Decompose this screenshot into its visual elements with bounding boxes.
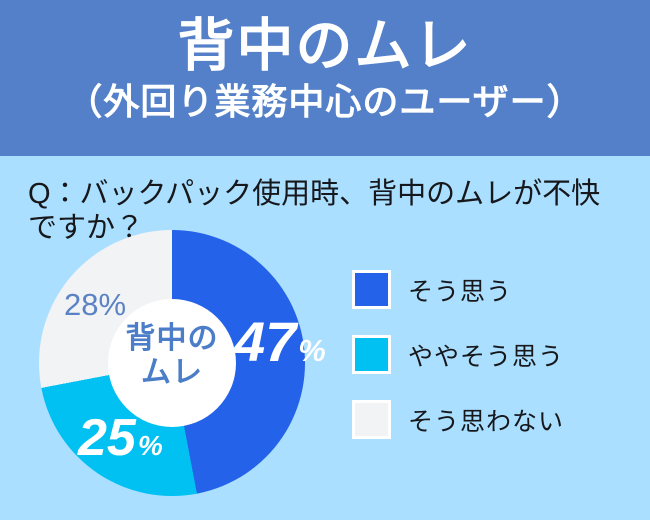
pie-chart-hole [108,299,236,427]
slice-unit: % [298,333,326,368]
slice-value-yaya-sou-omou: 25 % [78,412,163,464]
slice-value: 25 [78,409,136,467]
page-subtitle: （外回り業務中心のユーザー） [66,81,584,122]
legend-label: ややそう思う [408,342,565,371]
slice-value-sou-omou: 47 % [234,314,326,370]
pie-center-label-line1: 背中の [125,322,219,355]
legend-item-sou-omowanai: そう思わない [352,400,564,439]
header: 背中のムレ （外回り業務中心のユーザー） [0,0,650,156]
legend-swatch-yaya-sou-omou [352,335,391,374]
legend-label: そう思わない [408,407,565,436]
slice-unit: % [98,287,127,322]
legend-label: そう思う [408,277,513,306]
legend: そう思う ややそう思う そう思わない [352,270,564,465]
page-title: 背中のムレ [177,14,473,78]
legend-item-yaya-sou-omou: ややそう思う [352,335,564,374]
pie-center-label-line2: ムレ [141,356,203,389]
legend-swatch-sou-omou [352,270,391,309]
survey-question: Q：バックパック使用時、背中のムレが不快ですか？ [28,178,601,244]
slice-value: 28 [64,287,99,322]
slice-value: 47 [234,310,297,373]
legend-swatch-sou-omowanai [352,400,391,439]
slice-unit: % [137,430,163,461]
legend-item-sou-omou: そう思う [352,270,564,309]
slice-value-sou-omowanai: 28 % [64,289,126,320]
pie-center-label: 背中の ムレ [104,322,240,390]
